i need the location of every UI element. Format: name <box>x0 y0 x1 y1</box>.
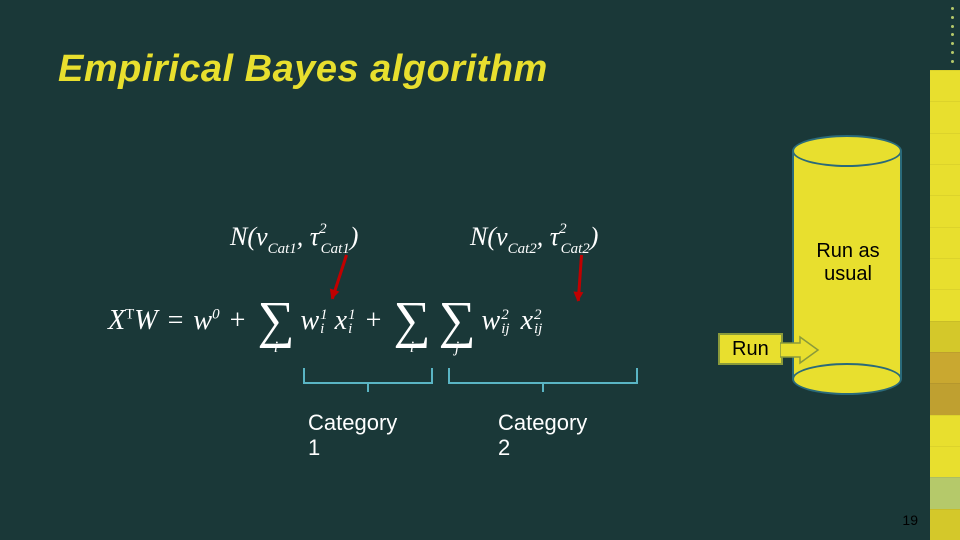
arrow-prior-1 <box>331 255 348 300</box>
run-arrow-icon <box>780 335 820 365</box>
arrow-prior-2 <box>577 255 583 301</box>
sigma-i-1: ∑i <box>257 308 294 334</box>
decor-right-strip <box>930 0 960 540</box>
page-number: 19 <box>902 512 918 528</box>
bracket-category-2 <box>448 368 638 384</box>
sigma-j-2: ∑j <box>438 308 475 334</box>
sigma-i-2: ∑i <box>393 308 430 334</box>
main-equation: XTW = w0 + ∑i w1i x1i + ∑i ∑j w2ij x2ij <box>108 305 542 337</box>
prior-formula-2: N(νCat2, τ2Cat2) <box>470 222 598 256</box>
decor-dots <box>946 0 958 70</box>
eq-term1: w1i x1i <box>300 305 355 337</box>
label-category-1: Category1 <box>308 410 397 461</box>
bracket-category-1 <box>303 368 433 384</box>
eq-lhs: XTW <box>108 305 158 337</box>
label-category-2: Category2 <box>498 410 587 461</box>
slide-title: Empirical Bayes algorithm <box>58 48 548 91</box>
run-box: Run <box>718 333 783 365</box>
run-box-label: Run <box>732 338 769 360</box>
slide: Empirical Bayes algorithm Run as usual N… <box>0 0 960 540</box>
decor-blocks <box>930 70 960 540</box>
eq-intercept: w0 <box>193 305 219 337</box>
eq-term2: w2ij x2ij <box>482 305 543 337</box>
cylinder-label: Run as usual <box>798 240 898 286</box>
prior-formula-1: N(νCat1, τ2Cat1) <box>230 222 358 256</box>
